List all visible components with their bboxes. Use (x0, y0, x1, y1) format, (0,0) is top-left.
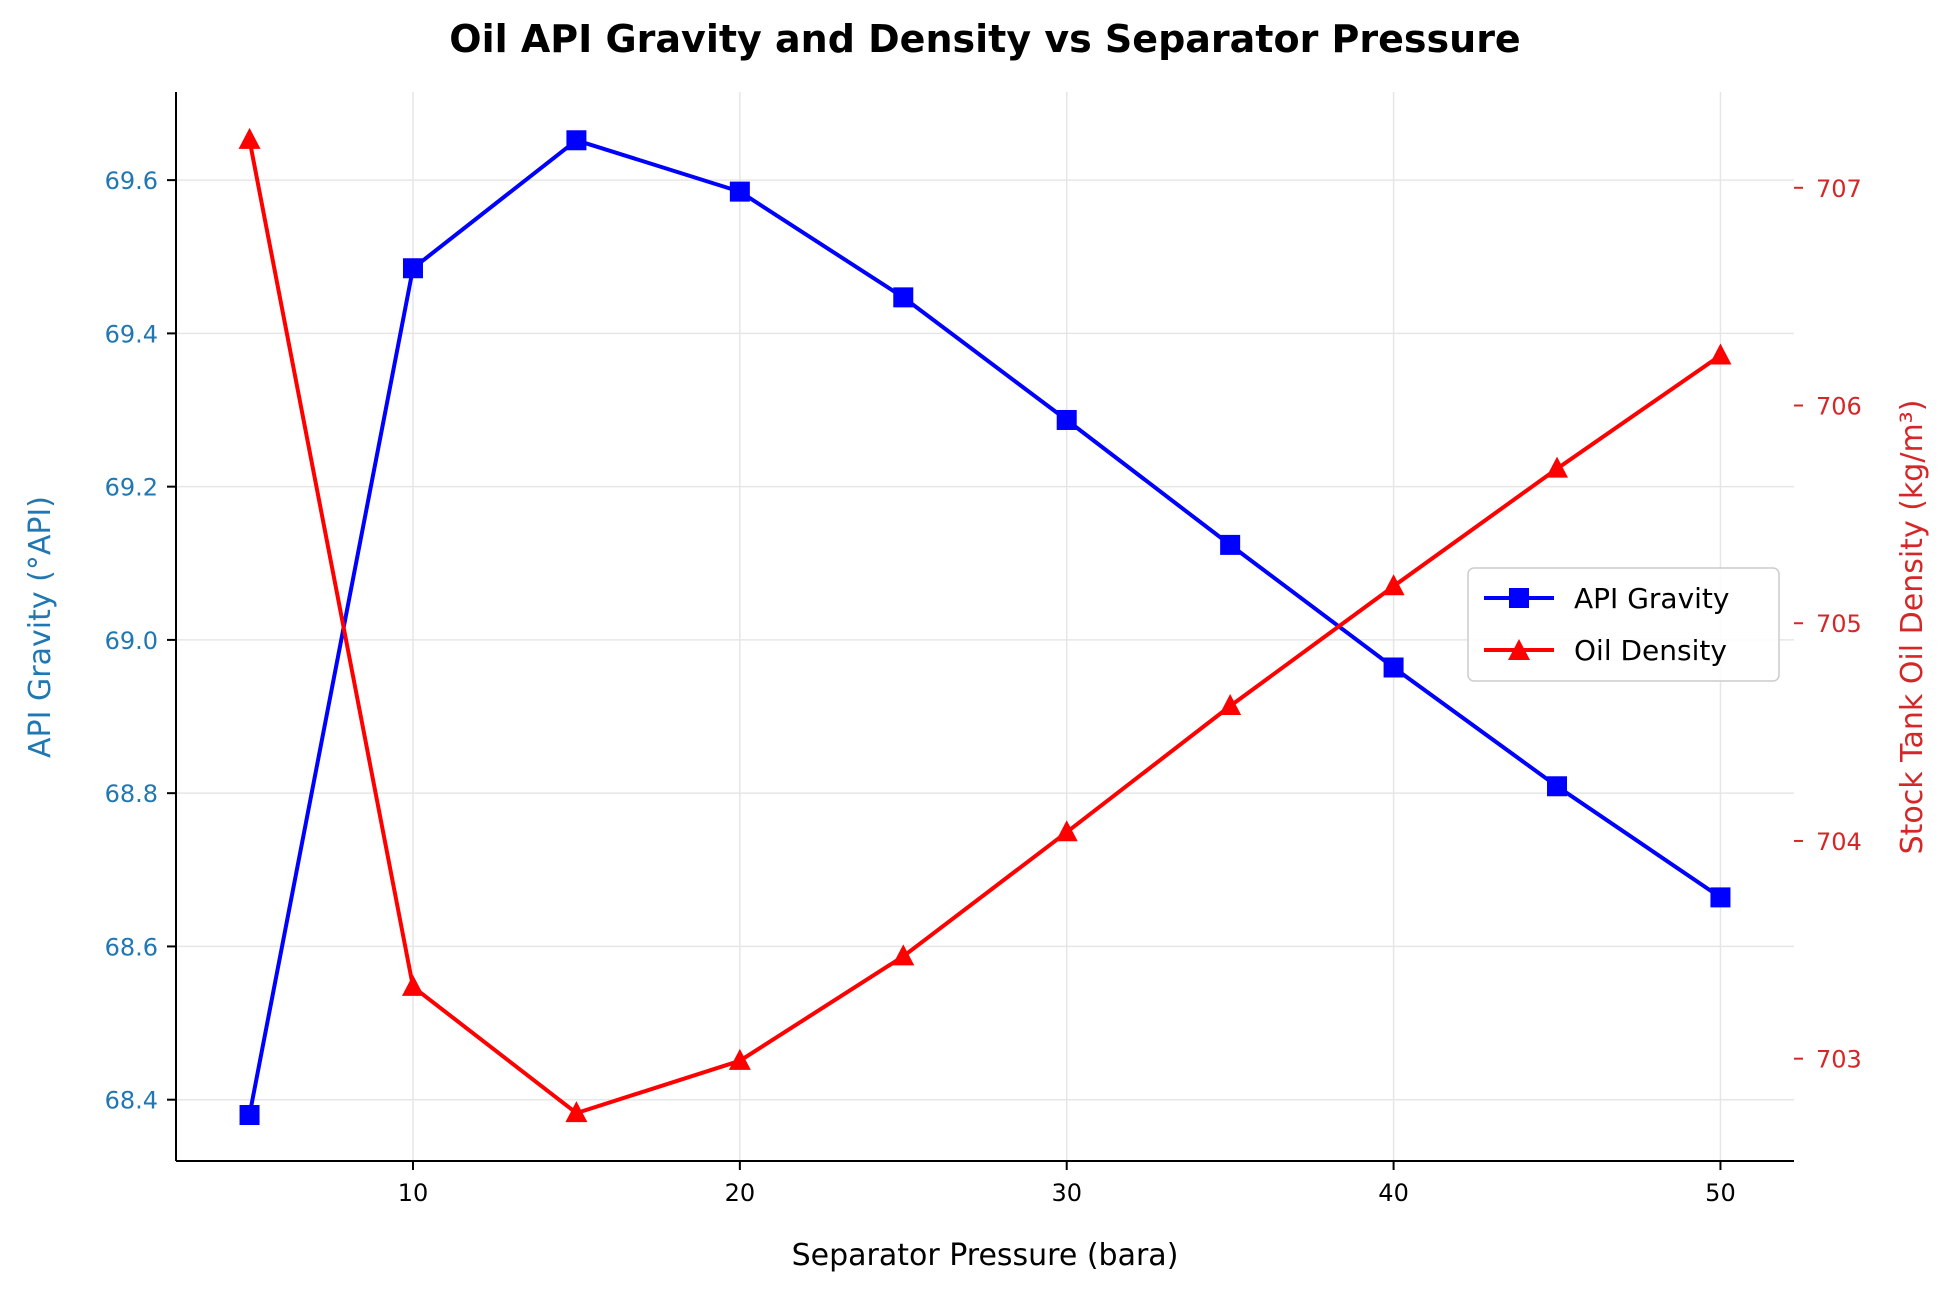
data-point-api-gravity (729, 181, 750, 202)
data-point-api-gravity (893, 287, 914, 308)
data-point-api-gravity (1056, 409, 1077, 430)
y-left-tick-label: 69.4 (105, 320, 158, 348)
data-point-api-gravity (566, 130, 587, 151)
legend-label-oil-density: Oil Density (1574, 634, 1727, 667)
data-point-api-gravity (402, 258, 423, 279)
x-tick-label: 40 (1378, 1179, 1409, 1207)
y-left-tick-label: 68.8 (105, 780, 158, 808)
y-left-tick-label: 69.6 (105, 167, 158, 195)
y-axis-right-label: Stock Tank Oil Density (kg/m³) (1895, 400, 1930, 855)
data-point-oil-density (238, 127, 261, 149)
legend-label-api-gravity: API Gravity (1574, 582, 1729, 615)
plot-series (238, 127, 1732, 1126)
y-left-tick-label: 69.2 (105, 474, 158, 502)
y-left-tick-label: 69.0 (105, 627, 158, 655)
grid (176, 92, 1794, 1161)
data-point-api-gravity (1710, 887, 1731, 908)
x-tick-label: 10 (398, 1179, 429, 1207)
axes (175, 92, 1794, 1162)
data-point-oil-density (401, 974, 424, 996)
data-point-oil-density (892, 944, 915, 966)
x-tick-label: 20 (725, 1179, 756, 1207)
data-point-oil-density (1055, 820, 1078, 842)
data-point-oil-density (1709, 343, 1732, 365)
data-point-oil-density (565, 1101, 588, 1123)
x-tick-label: 50 (1705, 1179, 1736, 1207)
y-axis-left-label: API Gravity (°API) (23, 496, 58, 758)
data-point-oil-density (1219, 693, 1242, 715)
data-point-api-gravity (1383, 657, 1404, 678)
x-tick-label: 30 (1051, 1179, 1082, 1207)
y-right-tick-label: 703 (1816, 1046, 1862, 1074)
data-point-oil-density (1546, 456, 1569, 478)
y-right-tick-label: 705 (1816, 610, 1862, 638)
y-right-tick-label: 707 (1816, 175, 1862, 203)
y-left-tick-label: 68.6 (105, 933, 158, 961)
series-line-api-gravity (247, 138, 1722, 1116)
data-point-api-gravity (1220, 534, 1241, 555)
y-right-tick-label: 704 (1816, 828, 1862, 856)
chart-title: Oil API Gravity and Density vs Separator… (449, 17, 1520, 61)
data-point-api-gravity (239, 1105, 260, 1126)
legend: API Gravity Oil Density (1467, 567, 1780, 682)
y-left-tick-label: 68.4 (105, 1087, 158, 1115)
series-line-oil-density (247, 139, 1722, 1116)
x-axis-label: Separator Pressure (bara) (792, 1238, 1179, 1273)
legend-marker-api-gravity (1509, 588, 1529, 608)
data-point-api-gravity (1547, 776, 1568, 797)
ticks: 10 20 30 40 50 68.4 68.6 68.8 69.0 69.2 69.4 69.6 70… (105, 167, 1862, 1207)
y-right-tick-label: 706 (1816, 393, 1862, 421)
legend-marker-oil-density (1508, 639, 1530, 660)
data-point-oil-density (1382, 574, 1405, 596)
data-point-oil-density (728, 1048, 751, 1070)
